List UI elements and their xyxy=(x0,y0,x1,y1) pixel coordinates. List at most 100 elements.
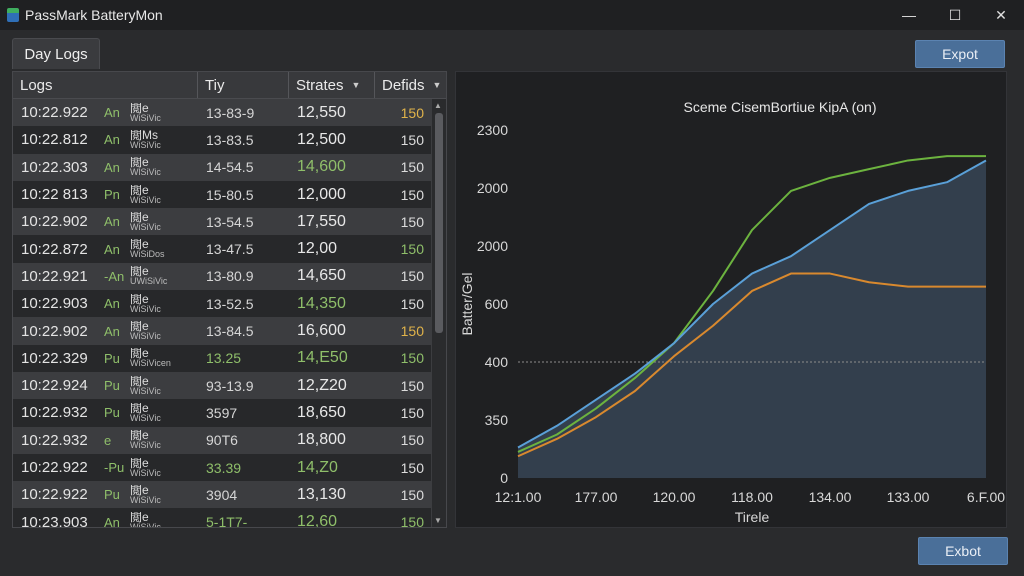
column-header-day[interactable]: Tiy xyxy=(198,72,289,98)
log-label-sub: WiSiVic xyxy=(130,139,161,150)
table-header: Logs Tiy Strates ▼ Defids ▼ xyxy=(13,72,446,99)
chart-y-label: Batter/Gel xyxy=(459,272,475,335)
table-row[interactable]: 10:22.932 Pu 閲e WiSiVic 3597 18,650 150 xyxy=(13,399,446,427)
log-label-main: 閲e xyxy=(130,402,149,415)
tab-day-logs[interactable]: Day Logs xyxy=(12,38,100,69)
log-label-main: 閲e xyxy=(130,211,149,224)
table-scrollbar[interactable]: ▲ ▼ xyxy=(431,99,446,527)
log-time: 10:22 813 xyxy=(21,186,88,204)
log-period: An xyxy=(104,214,120,230)
y-tick-label: 2000 xyxy=(477,180,508,196)
status-cell: 12,500 xyxy=(297,130,346,148)
log-label: 閲e WiSiVic xyxy=(130,321,161,341)
log-label-main: 閲e xyxy=(130,348,149,361)
log-label-main: 閲e xyxy=(130,157,149,170)
defids-cell: 150 xyxy=(400,432,424,449)
table-row[interactable]: 10:22 813 Pn 閲e WiSiVic 15-80.5 12,000 1… xyxy=(13,180,446,209)
log-label-sub: WiSiVic xyxy=(130,385,161,396)
log-cell: 10:22.812 An 閲Ms WiSiVic xyxy=(13,130,198,150)
status-cell: 12,Z20 xyxy=(297,376,347,394)
defids-cell: 150 xyxy=(400,268,424,285)
log-cell: 10:22.922 An 閲e WiSiVic xyxy=(13,103,198,123)
log-label: 閲e WiSiVic xyxy=(130,185,161,205)
column-header-logs-label: Logs xyxy=(20,76,53,94)
log-label: 閲e WiSiVic xyxy=(130,103,161,123)
log-period: An xyxy=(104,323,120,339)
log-time: 10:22.932 xyxy=(21,431,88,449)
log-label-sub: WiSiVic xyxy=(130,221,161,232)
log-label: 閲e WiSiVic xyxy=(130,403,161,423)
table-row[interactable]: 10:22.903 An 閲e WiSiVic 13-52.5 14,350 1… xyxy=(13,290,446,318)
table-row[interactable]: 10:22.812 An 閲Ms WiSiVic 13-83.5 12,500 … xyxy=(13,126,446,154)
app-battery-icon xyxy=(7,8,19,22)
defids-cell: 150 xyxy=(400,186,424,203)
log-label-sub: WiSiVic xyxy=(130,331,161,342)
defids-cell: 150 xyxy=(400,131,424,148)
table-row[interactable]: 10:22.902 An 閲e WiSiVic 13-54.5 17,550 1… xyxy=(13,208,446,236)
log-period: An xyxy=(104,514,120,528)
log-period: An xyxy=(104,105,120,121)
minimize-button[interactable]: — xyxy=(902,7,916,23)
column-header-defids[interactable]: Defids ▼ xyxy=(375,72,446,98)
log-time: 10:22.921 xyxy=(21,267,88,285)
table-row[interactable]: 10:22.924 Pu 閲e WiSiVic 93-13.9 12,Z20 1… xyxy=(13,371,446,400)
log-period: An xyxy=(104,132,120,148)
status-cell: 14,E50 xyxy=(297,349,348,367)
export-button-top[interactable]: Expot xyxy=(915,40,1005,68)
defids-cell: 150 xyxy=(400,350,424,367)
log-label: 閲e WiSiVic xyxy=(130,294,161,314)
table-row[interactable]: 10:22.922 -Pu 閲e WiSiVic 33.39 14,Z0 150 xyxy=(13,453,446,482)
table-row[interactable]: 10:22.921 -An 閲e UWiSiVic 13-80.9 14,650… xyxy=(13,262,446,291)
log-period: An xyxy=(104,159,120,175)
log-label-sub: WiSiVicen xyxy=(130,358,171,369)
status-cell: 12,550 xyxy=(297,103,346,121)
log-cell: 10:22.903 An 閲e WiSiVic xyxy=(13,294,198,314)
defids-cell: 150 xyxy=(400,213,424,230)
log-cell: 10:22.303 An 閲e WlSiVic xyxy=(13,157,198,177)
x-tick-label: 120.00 xyxy=(653,489,696,505)
table-row[interactable]: 10:22.303 An 閲e WlSiVic 14-54.5 14,600 1… xyxy=(13,153,446,181)
table-row[interactable]: 10:22.902 An 閲e WiSiVic 13-84.5 16,600 1… xyxy=(13,317,446,345)
log-cell: 10:22.922 -Pu 閲e WiSiVic xyxy=(13,458,198,478)
column-header-logs[interactable]: Logs xyxy=(13,72,198,98)
day-cell: 13-84.5 xyxy=(206,323,254,340)
log-label-main: 閲e xyxy=(130,266,149,279)
chart-series-line-1 xyxy=(517,159,987,449)
table-row[interactable]: 10:22.922 An 閲e WiSiVic 13-83-9 12,550 1… xyxy=(13,99,446,127)
log-label-main: 閲e xyxy=(130,184,149,197)
log-cell: 10:22.932 e 閲e WiSiVic xyxy=(13,430,198,450)
table-row[interactable]: 10:22.872 An 閲e WiSiDos 13-47.5 12,00 15… xyxy=(13,235,446,263)
log-time: 10:22.922 xyxy=(21,486,88,504)
scroll-thumb[interactable] xyxy=(435,113,443,333)
log-cell: 10:22.924 Pu 閲e WiSiVic xyxy=(13,376,198,396)
log-time: 10:22.924 xyxy=(21,377,88,395)
x-tick-label: 6.F.00 xyxy=(967,489,1005,505)
defids-cell: 150 xyxy=(400,514,424,528)
log-cell: 10:22.872 An 閲e WiSiDos xyxy=(13,239,198,259)
day-cell: 93-13.9 xyxy=(206,377,254,394)
scroll-up-icon[interactable]: ▲ xyxy=(434,101,442,110)
y-tick-label: 600 xyxy=(485,296,509,312)
table-row[interactable]: 10:22.932 e 閲e WiSiVic 90T6 18,800 150 xyxy=(13,426,446,454)
log-label: 閲e WiSiVic xyxy=(130,512,161,527)
y-tick-label: 350 xyxy=(485,412,509,428)
window-controls: — ☐ ✕ xyxy=(886,0,1024,30)
x-tick-label: 177.00 xyxy=(575,489,618,505)
log-label-main: 閲Ms xyxy=(130,129,158,142)
log-time: 10:22.902 xyxy=(21,213,88,231)
scroll-down-icon[interactable]: ▼ xyxy=(434,516,442,525)
export-button-bottom[interactable]: Exbot xyxy=(918,537,1008,565)
window-title: PassMark BatteryMon xyxy=(25,7,163,23)
table-row[interactable]: 10:23.903 An 閲e WiSiVic 5-1T7- 12,60 150 xyxy=(13,508,446,528)
log-label: 閲e WiSiDos xyxy=(130,239,165,259)
log-label: 閲e WiSiVicen xyxy=(130,348,171,368)
y-tick-label: 2300 xyxy=(477,122,508,138)
column-header-day-label: Tiy xyxy=(205,76,225,94)
close-button[interactable]: ✕ xyxy=(995,6,1007,23)
table-row[interactable]: 10:22.329 Pu 閲e WiSiVicen 13.25 14,E50 1… xyxy=(13,344,446,372)
log-period: Pu xyxy=(104,487,120,503)
column-header-status[interactable]: Strates ▼ xyxy=(289,72,375,98)
maximize-button[interactable]: ☐ xyxy=(948,6,962,23)
table-row[interactable]: 10:22.922 Pu 閲e WiSiVic 3904 13,130 150 xyxy=(13,481,446,509)
status-cell: 17,550 xyxy=(297,212,346,230)
